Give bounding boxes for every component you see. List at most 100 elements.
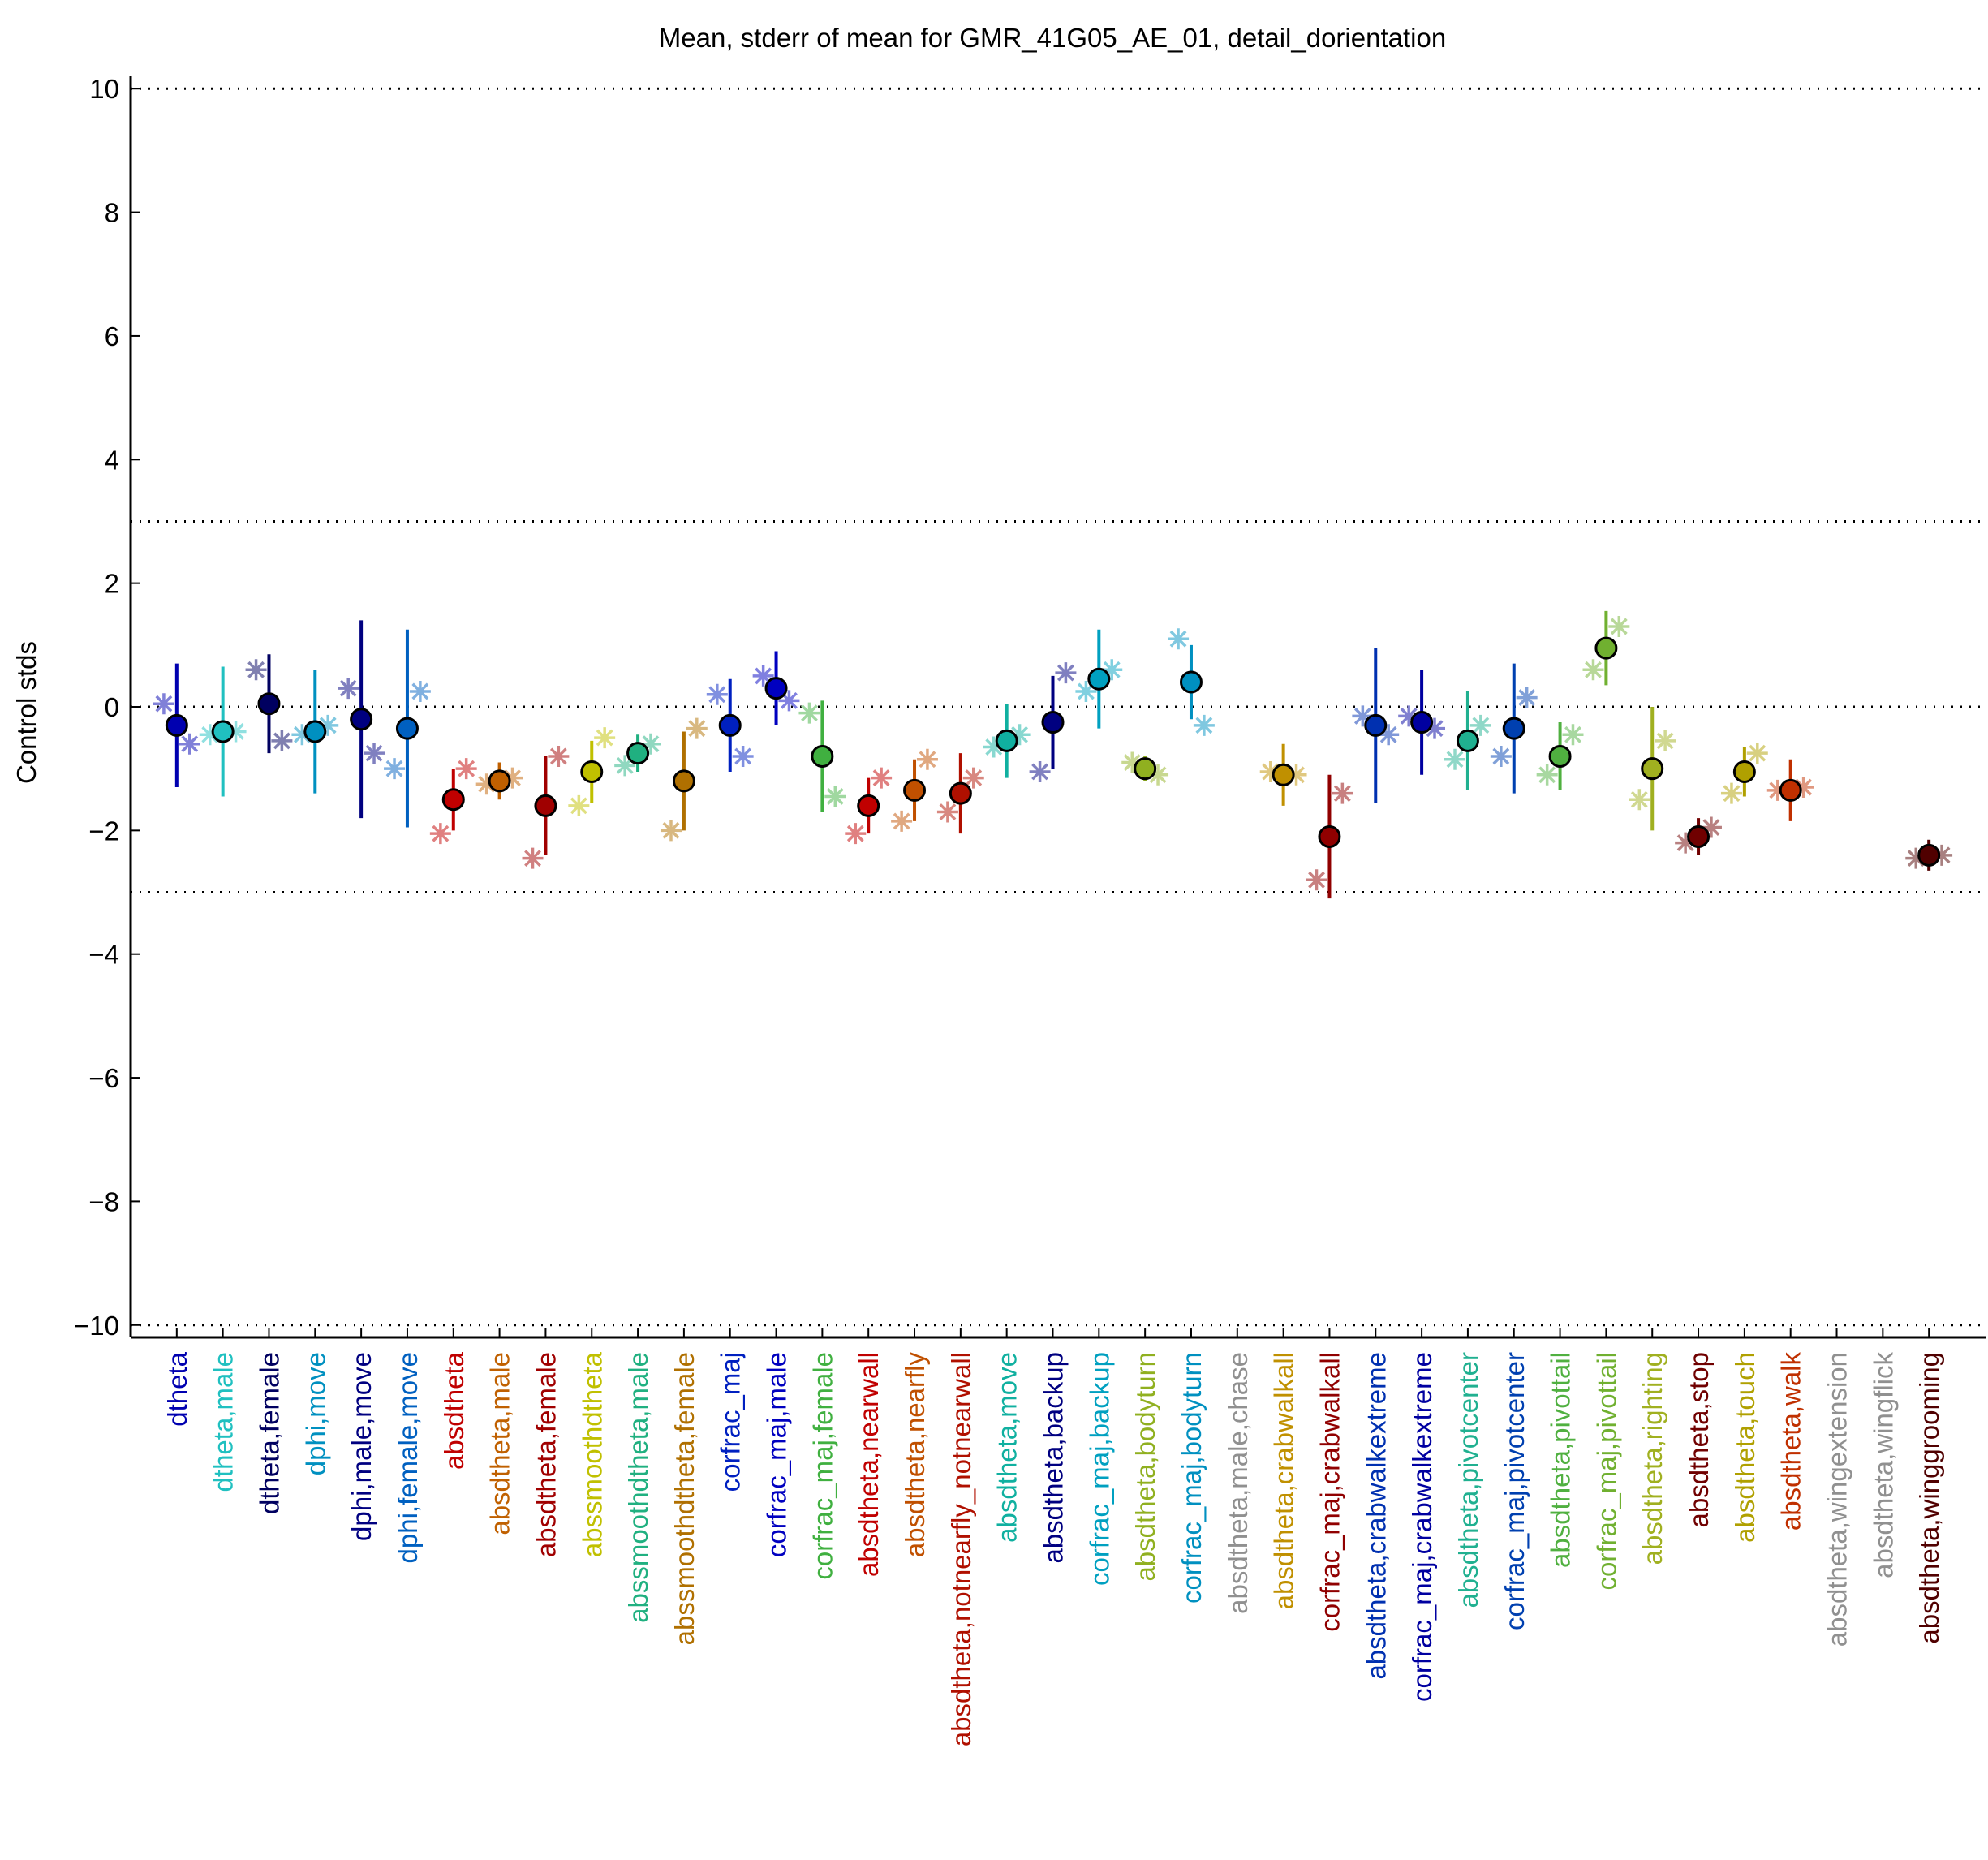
x-tick-label: absdtheta,move (992, 1352, 1022, 1543)
mean-marker (1687, 825, 1710, 848)
x-tick-label: absdtheta,backup (1039, 1352, 1069, 1564)
star-marker (1147, 764, 1169, 786)
star-marker (1352, 705, 1374, 727)
x-tick-label: absdtheta,notnearfly_notnearwall (946, 1352, 976, 1746)
star-marker (568, 794, 590, 816)
star-marker (271, 730, 293, 751)
mean-marker (1272, 763, 1295, 786)
x-tick-label: absdtheta,wingextension (1822, 1352, 1852, 1647)
x-tick-label: absdtheta,wingflick (1868, 1352, 1898, 1578)
x-tick-label: absdtheta (439, 1351, 469, 1470)
x-tick-label: corfrac_maj,male (762, 1352, 792, 1557)
mean-marker (1779, 778, 1802, 802)
mean-marker (350, 708, 373, 731)
star-marker (1009, 724, 1031, 746)
mean-marker (534, 794, 557, 817)
mean-marker (1364, 713, 1388, 737)
x-tick-label: absdtheta,stop (1684, 1352, 1714, 1528)
star-marker (364, 743, 385, 764)
x-tick-label: absdtheta,touch (1730, 1352, 1760, 1543)
x-tick-label: dtheta,female (254, 1352, 284, 1514)
star-marker (798, 702, 820, 724)
mean-marker (995, 729, 1018, 752)
star-marker (1905, 847, 1927, 869)
star-marker (706, 683, 728, 705)
star-marker (1332, 782, 1353, 804)
y-tick-label: 8 (105, 198, 119, 228)
star-marker (1306, 869, 1327, 891)
star-marker (199, 724, 221, 746)
mean-marker (1548, 744, 1572, 768)
star-marker (475, 773, 497, 795)
star-marker (1608, 615, 1630, 637)
star-marker (317, 714, 339, 736)
mean-marker (1641, 757, 1664, 781)
star-marker (1562, 724, 1584, 746)
star-marker (522, 847, 544, 869)
mean-marker (949, 781, 972, 805)
x-tick-label: abssmoothdtheta,male (623, 1352, 653, 1623)
mean-marker (764, 677, 788, 700)
x-tick-label: corfrac_maj,crabwalkall (1315, 1352, 1345, 1632)
x-tick-label: corfrac_maj,female (807, 1352, 837, 1580)
star-marker (501, 767, 523, 789)
x-tick-label: dphi,female,move (393, 1352, 423, 1563)
y-tick-label: −6 (88, 1063, 119, 1093)
star-marker (1378, 724, 1400, 746)
star-marker (1101, 659, 1123, 681)
y-tick-label: 6 (105, 321, 119, 351)
star-marker (778, 690, 800, 712)
mean-marker (1594, 636, 1618, 660)
star-marker (1055, 662, 1077, 684)
star-marker (686, 717, 708, 739)
star-marker (660, 820, 682, 842)
mean-marker (1502, 717, 1525, 740)
star-marker (1121, 751, 1143, 773)
star-marker (614, 755, 636, 777)
x-tick-label: dtheta (162, 1351, 192, 1426)
x-tick-label: dtheta,male (209, 1352, 239, 1492)
star-marker (824, 786, 846, 807)
mean-marker (903, 778, 927, 802)
star-marker (225, 721, 247, 743)
star-marker (1285, 764, 1307, 786)
x-tick-label: absdtheta,female (531, 1352, 561, 1557)
mean-marker (257, 692, 281, 716)
star-marker (1490, 745, 1512, 767)
star-marker (384, 758, 406, 780)
mean-marker (672, 769, 695, 793)
star-marker (179, 733, 200, 755)
mean-marker (1456, 729, 1479, 752)
y-tick-label: 4 (105, 445, 119, 475)
y-tick-label: 0 (105, 692, 119, 722)
x-tick-label: absdtheta,bodyturn (1130, 1352, 1160, 1582)
star-marker (639, 733, 661, 755)
star-marker (1444, 748, 1466, 770)
star-marker (1766, 779, 1788, 801)
x-tick-label: absdtheta,pivottail (1546, 1352, 1576, 1568)
y-tick-label: 2 (105, 569, 119, 599)
x-tick-label: corfrac_maj,pivotcenter (1500, 1352, 1530, 1630)
x-tick-label: absdtheta,crabwalkextreme (1361, 1352, 1391, 1680)
mean-marker (857, 794, 880, 817)
star-marker (291, 724, 313, 746)
mean-marker (811, 744, 834, 768)
y-tick-label: −2 (88, 816, 119, 846)
star-marker (752, 665, 774, 687)
star-marker (1629, 789, 1650, 811)
star-marker (338, 678, 359, 700)
y-tick-label: −10 (74, 1311, 119, 1341)
star-marker (1931, 844, 1953, 866)
y-axis-label: Control stds (11, 641, 41, 784)
star-marker (1746, 743, 1768, 764)
star-marker (548, 745, 570, 767)
star-marker (455, 758, 477, 780)
mean-marker (303, 720, 327, 743)
x-tick-label: absdtheta,righting (1637, 1352, 1667, 1565)
star-marker (1720, 782, 1742, 804)
x-tick-label: corfrac_maj,bodyturn (1177, 1352, 1207, 1604)
mean-marker (718, 713, 742, 737)
mean-marker (1134, 757, 1157, 781)
star-marker (1029, 760, 1051, 782)
